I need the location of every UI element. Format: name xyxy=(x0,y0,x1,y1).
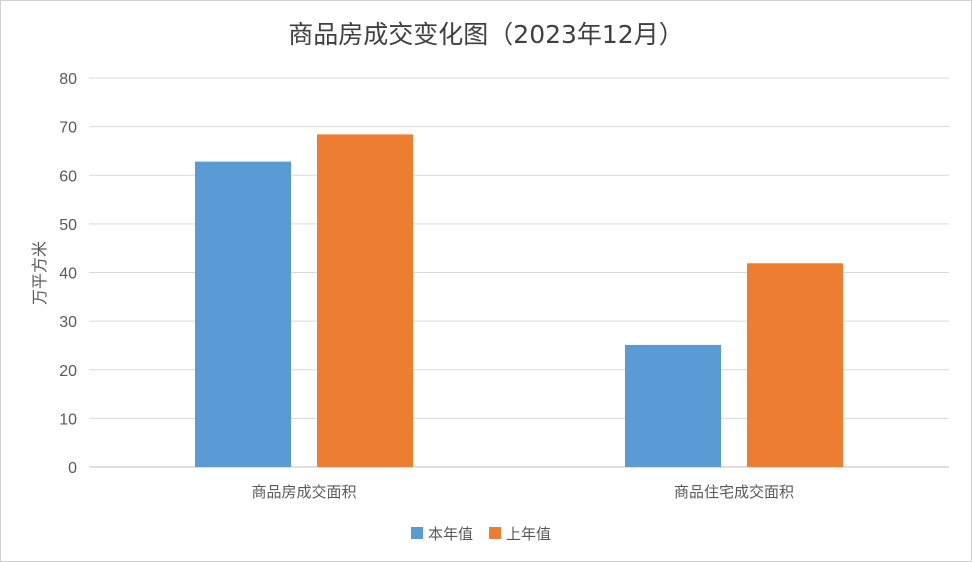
category-labels: 商品房成交面积 商品住宅成交面积 xyxy=(251,483,794,501)
y-axis-label: 万平方米 xyxy=(30,241,49,305)
bar-current-year xyxy=(625,344,721,467)
y-tick-label: 10 xyxy=(59,411,77,428)
bar-previous-year xyxy=(747,263,843,467)
y-tick-label: 70 xyxy=(59,120,77,137)
y-tick-label: 20 xyxy=(59,363,77,380)
y-tick-label: 60 xyxy=(59,168,77,185)
y-tick-label: 0 xyxy=(68,460,77,477)
legend-swatch xyxy=(411,527,423,539)
y-tick-label: 80 xyxy=(59,71,77,88)
bars xyxy=(195,134,843,467)
y-axis-ticks: 0 10 20 30 40 50 60 70 80 xyxy=(59,71,77,477)
legend-label: 本年值 xyxy=(428,525,473,543)
y-tick-label: 40 xyxy=(59,266,77,283)
x-category-label: 商品住宅成交面积 xyxy=(674,483,794,501)
chart-title: 商品房成交变化图（2023年12月） xyxy=(288,20,683,49)
legend-swatch xyxy=(489,527,501,539)
bar-previous-year xyxy=(317,134,413,467)
legend: 本年值 上年值 xyxy=(411,525,551,543)
y-tick-label: 30 xyxy=(59,314,77,331)
x-category-label: 商品房成交面积 xyxy=(251,483,356,501)
bar-current-year xyxy=(195,161,291,467)
y-tick-label: 50 xyxy=(59,217,77,234)
legend-label: 上年值 xyxy=(506,525,551,543)
